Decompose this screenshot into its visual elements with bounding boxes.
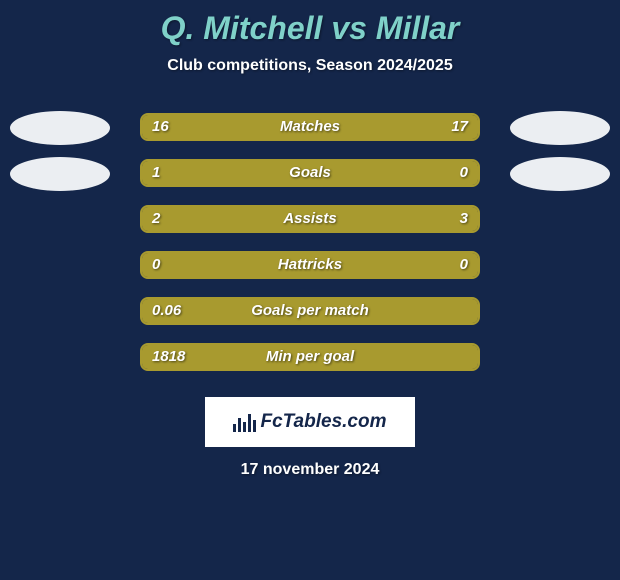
stat-row: Min per goal1818 <box>0 335 620 381</box>
stat-bar-right-fill <box>303 115 478 139</box>
stat-row: Hattricks00 <box>0 243 620 289</box>
stat-bar-right-fill <box>276 207 478 231</box>
stat-bar-left-fill <box>142 115 303 139</box>
stat-bar-left-fill <box>142 253 310 277</box>
stat-bar-left-fill <box>142 161 404 185</box>
fctables-badge: FcTables.com <box>205 397 415 447</box>
fctables-text: FcTables.com <box>260 411 386 433</box>
page-title: Q. Mitchell vs Millar <box>0 0 620 47</box>
stat-row: Matches1617 <box>0 105 620 151</box>
club-logo-left <box>10 111 110 145</box>
stat-row: Goals10 <box>0 151 620 197</box>
stat-row: Goals per match0.06 <box>0 289 620 335</box>
fctables-bars-icon <box>233 412 256 432</box>
stat-bar-left-fill <box>142 299 478 323</box>
stat-bar <box>140 205 480 233</box>
stat-bar <box>140 343 480 371</box>
stat-bar-left-fill <box>142 207 276 231</box>
fctables-logo: FcTables.com <box>233 411 386 433</box>
stat-bar-right-fill <box>404 161 478 185</box>
stat-bar <box>140 159 480 187</box>
stat-bar-left-fill <box>142 345 478 369</box>
stat-bar <box>140 251 480 279</box>
footer-date: 17 november 2024 <box>0 461 620 479</box>
stat-bar-right-fill <box>310 253 478 277</box>
stats-container: Matches1617Goals10Assists23Hattricks00Go… <box>0 105 620 381</box>
stat-bar <box>140 113 480 141</box>
stat-bar <box>140 297 480 325</box>
comparison-infographic: Q. Mitchell vs Millar Club competitions,… <box>0 0 620 580</box>
club-logo-right <box>510 111 610 145</box>
subtitle: Club competitions, Season 2024/2025 <box>0 57 620 75</box>
club-logo-left <box>10 157 110 191</box>
club-logo-right <box>510 157 610 191</box>
stat-row: Assists23 <box>0 197 620 243</box>
